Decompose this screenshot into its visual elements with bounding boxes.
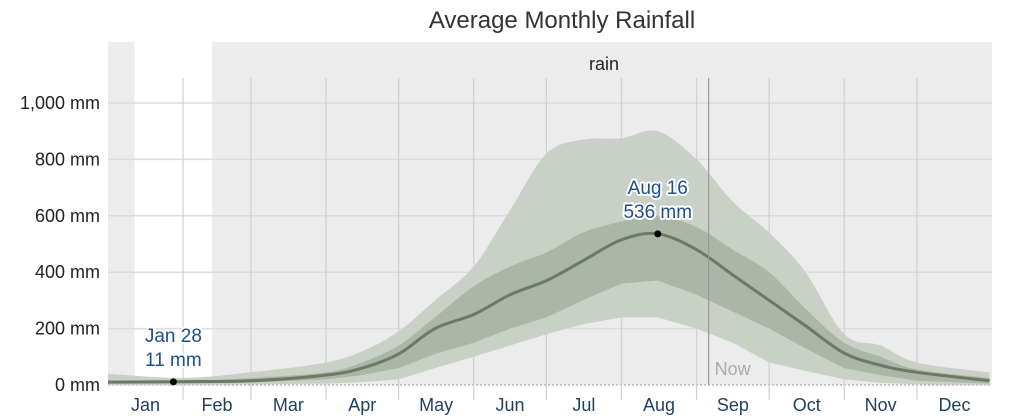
month-label: Feb bbox=[201, 395, 232, 415]
annotation-value: 536 mm bbox=[623, 202, 692, 223]
month-label: Oct bbox=[793, 395, 821, 415]
month-label: Jan bbox=[131, 395, 160, 415]
y-tick-label: 1,000 mm bbox=[20, 93, 100, 113]
chart-title: Average Monthly Rainfall bbox=[429, 7, 695, 34]
month-label: May bbox=[419, 395, 453, 415]
month-label: Sep bbox=[717, 395, 749, 415]
chart-subtitle: rain bbox=[589, 54, 619, 74]
y-tick-label: 600 mm bbox=[35, 206, 100, 226]
annotation-date: Jan 28 bbox=[145, 326, 202, 347]
y-tick-label: 800 mm bbox=[35, 149, 100, 169]
annotation-point bbox=[169, 378, 177, 386]
annotation-value: 11 mm bbox=[145, 350, 202, 371]
y-tick-label: 400 mm bbox=[35, 262, 100, 282]
month-label: Jul bbox=[572, 395, 595, 415]
band-25-75-percentile bbox=[108, 215, 990, 384]
month-label: Apr bbox=[348, 395, 376, 415]
month-label: Mar bbox=[273, 395, 304, 415]
month-label: Nov bbox=[865, 395, 897, 415]
median-line bbox=[107, 231, 990, 384]
background-shade bbox=[108, 42, 135, 385]
annotation-point bbox=[654, 230, 662, 238]
y-tick-label: 200 mm bbox=[35, 319, 100, 339]
month-label: Dec bbox=[938, 395, 970, 415]
month-label: Aug bbox=[643, 395, 675, 415]
month-label: Jun bbox=[496, 395, 525, 415]
y-tick-label: 0 mm bbox=[55, 375, 100, 395]
now-label: Now bbox=[715, 359, 752, 379]
annotation-date: Aug 16 bbox=[628, 178, 688, 199]
